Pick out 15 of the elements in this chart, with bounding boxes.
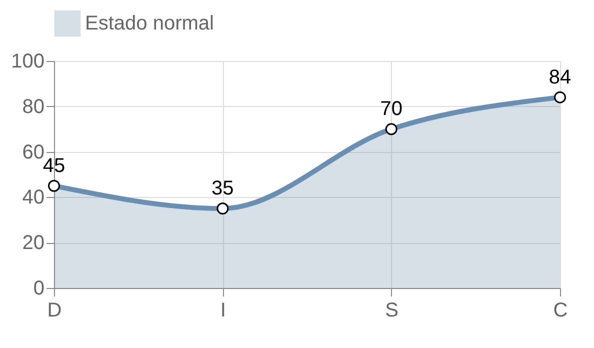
data-label: 70 — [380, 98, 402, 120]
data-label: 84 — [548, 66, 572, 88]
x-tick-label: S — [385, 300, 399, 322]
data-label: 45 — [42, 154, 66, 177]
y-tick-label: 0 — [33, 278, 44, 300]
legend-label: Estado normal — [85, 12, 214, 34]
y-tick-label: 40 — [22, 186, 44, 209]
y-tick-label: 20 — [22, 232, 44, 254]
y-tick-label: 60 — [22, 141, 44, 164]
y-tick-label: 80 — [22, 96, 44, 118]
data-label: 35 — [212, 178, 234, 200]
x-tick-label: I — [220, 300, 226, 322]
x-tick-label: D — [47, 300, 62, 322]
x-tick-label: C — [553, 300, 568, 322]
y-tick-label: 100 — [11, 50, 44, 72]
